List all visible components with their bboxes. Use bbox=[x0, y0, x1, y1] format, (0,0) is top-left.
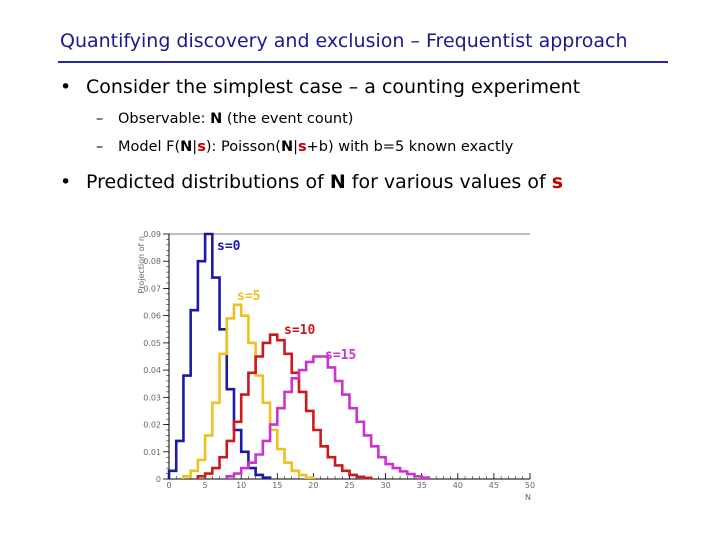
y-tick-label: 0.04 bbox=[143, 366, 161, 375]
model-bar-1: | bbox=[192, 139, 198, 155]
y-tick-label: 0.07 bbox=[143, 284, 161, 293]
y-tick-label: 0.01 bbox=[143, 448, 161, 457]
axes-layer: 0 0.01 0.02 0.03 0.04 0.05 0.06 0.07 0.08 0.09 0 5 1… bbox=[137, 230, 535, 502]
bullet-marker: • bbox=[60, 171, 72, 193]
y-tick-label: 0.08 bbox=[143, 257, 161, 266]
predicted-s: s bbox=[551, 171, 564, 193]
series-1-histogram bbox=[167, 232, 272, 479]
series-3-histogram bbox=[196, 333, 373, 480]
model-s-1: s bbox=[197, 139, 206, 155]
series-4-label: s=15 bbox=[325, 348, 356, 363]
slide-title: Quantifying discovery and exclusion – Fr… bbox=[60, 30, 628, 52]
predicted-text-1: Predicted distributions of bbox=[86, 171, 330, 193]
y-tick-label: 0.06 bbox=[143, 312, 161, 321]
series-2-histogram bbox=[182, 303, 315, 479]
bullet-text: Consider the simplest case – a counting … bbox=[86, 76, 581, 98]
series-labels-layer: s=0 s=5 s=10 s=15 bbox=[217, 239, 356, 363]
model-text-2: ): Poisson( bbox=[205, 139, 281, 155]
x-tick-label: 5 bbox=[203, 481, 208, 490]
observable-prefix: Observable: bbox=[118, 111, 211, 127]
x-tick-label: 20 bbox=[308, 481, 318, 490]
model-n-2: N bbox=[280, 139, 294, 155]
y-tick-label: 0.09 bbox=[143, 230, 161, 239]
y-tick-label: 0.02 bbox=[143, 421, 161, 430]
sub-bullet-observable: – Observable: N (the event count) bbox=[96, 111, 353, 127]
x-tick-label: 40 bbox=[453, 481, 463, 490]
bullet-marker: • bbox=[60, 76, 72, 98]
x-tick-label: 45 bbox=[489, 481, 499, 490]
x-axis-title: N bbox=[525, 493, 531, 502]
bullet-counting-experiment: • Consider the simplest case – a counting… bbox=[60, 76, 580, 98]
dash-marker: – bbox=[96, 139, 104, 155]
bullet-predicted-distributions: • Predicted distributions of N for variou… bbox=[60, 171, 563, 193]
dash-marker: – bbox=[96, 111, 104, 127]
model-text-1: Model F( bbox=[118, 139, 181, 155]
model-s-2: s bbox=[297, 139, 307, 155]
model-bar-2: | bbox=[293, 139, 298, 155]
series-2-label: s=5 bbox=[237, 289, 260, 304]
series-layer bbox=[167, 232, 431, 480]
predicted-text-2: for various values of bbox=[345, 171, 552, 193]
series-1-label: s=0 bbox=[217, 239, 241, 254]
series-4-histogram bbox=[225, 355, 431, 479]
x-tick-label: 15 bbox=[272, 481, 282, 490]
sub-bullet-model: – Model F(N|s): Poisson(N|s+b) with b=5 k… bbox=[96, 139, 513, 155]
observable-symbol: N bbox=[210, 111, 223, 127]
x-tick-label: 50 bbox=[525, 481, 535, 490]
series-3-label: s=10 bbox=[284, 323, 315, 338]
y-axis-title: Projection of n bbox=[137, 236, 146, 293]
x-tick-label: 35 bbox=[417, 481, 427, 490]
observable-suffix: (the event count) bbox=[222, 111, 354, 127]
model-n-1: N bbox=[180, 139, 193, 155]
y-tick-label: 0.05 bbox=[143, 339, 161, 348]
x-tick-label: 0 bbox=[166, 481, 171, 490]
x-tick-label: 30 bbox=[381, 481, 391, 490]
x-tick-label: 25 bbox=[344, 481, 354, 490]
y-tick-label: 0 bbox=[156, 475, 161, 484]
predicted-n: N bbox=[329, 171, 346, 193]
model-text-3: +b) with b=5 known exactly bbox=[306, 139, 514, 155]
title-underline bbox=[58, 61, 668, 63]
y-tick-label: 0.03 bbox=[143, 393, 161, 402]
histogram-chart: 0 0.01 0.02 0.03 0.04 0.05 0.06 0.07 0.08 0.09 0 5 1… bbox=[137, 230, 535, 502]
x-tick-label: 10 bbox=[236, 481, 246, 490]
